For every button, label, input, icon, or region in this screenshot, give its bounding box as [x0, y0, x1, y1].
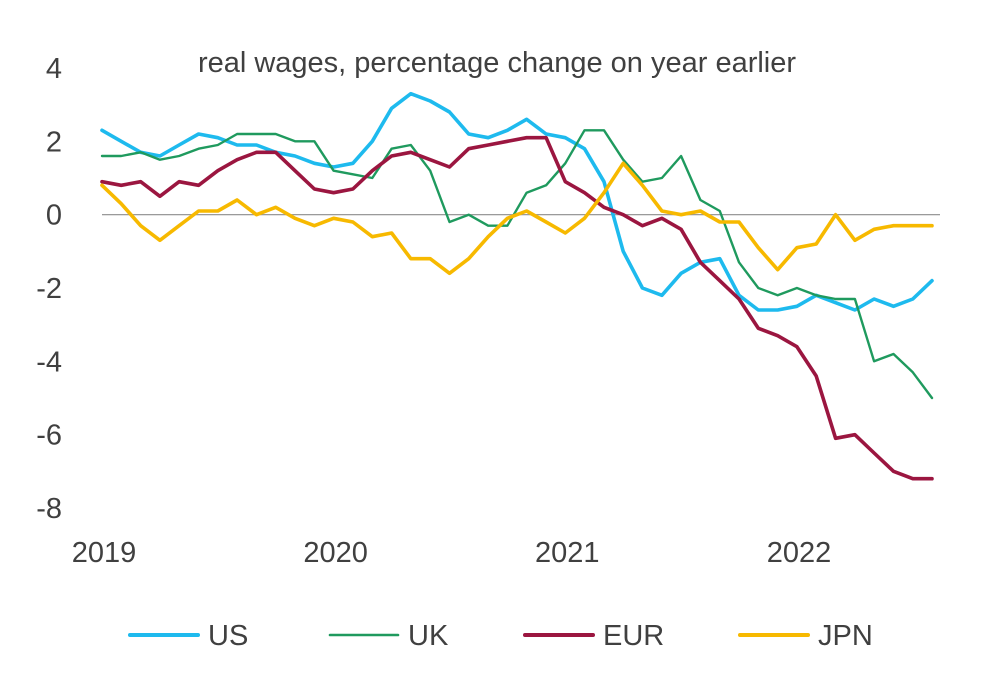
y-tick-label: -8	[36, 493, 62, 525]
y-tick-label: -2	[36, 273, 62, 305]
series-line-jpn	[100, 161, 934, 276]
legend-item-jpn: JPN	[738, 620, 873, 652]
y-tick-label: 0	[46, 200, 62, 232]
legend-label: JPN	[818, 620, 873, 652]
y-tick-label: 4	[46, 53, 62, 85]
legend-label: EUR	[603, 620, 664, 652]
series-line-eur	[100, 135, 934, 481]
legend-item-us: US	[128, 620, 248, 652]
legend-label: UK	[408, 620, 449, 652]
y-tick-label: 2	[46, 126, 62, 158]
x-axis-ticks: 2019 2020 2021 2022	[72, 537, 831, 569]
x-tick-label: 2021	[535, 537, 600, 569]
chart-title: real wages, percentage change on year ea…	[198, 47, 796, 79]
legend-item-uk: UK	[328, 620, 449, 652]
x-tick-label: 2020	[303, 537, 368, 569]
x-tick-label: 2019	[72, 537, 137, 569]
legend-label: US	[208, 620, 248, 652]
series-line-us	[100, 91, 934, 312]
legend-item-eur: EUR	[523, 620, 664, 652]
y-tick-label: -4	[36, 346, 62, 378]
x-tick-label: 2022	[767, 537, 832, 569]
series-line-uk	[100, 129, 934, 400]
y-tick-label: -6	[36, 420, 62, 452]
y-axis-ticks: 4 2 0 -2 -4 -6 -8	[36, 53, 62, 525]
series-lines	[100, 91, 934, 481]
legend: US UK EUR JPN	[128, 620, 873, 652]
